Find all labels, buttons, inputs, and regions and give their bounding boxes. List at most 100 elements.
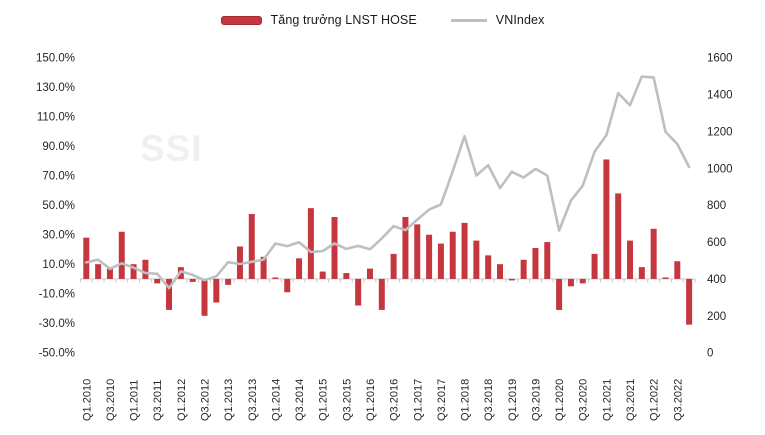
- left-axis-tick-label: -30.0%: [39, 318, 75, 330]
- bar-Q1.2015: [319, 271, 326, 279]
- bar-Q1.2017: [414, 224, 421, 279]
- chart-legend: Tăng trưởng LNST HOSE VNIndex: [0, 8, 765, 32]
- x-tick-label-Q1.2011: Q1.2011: [129, 380, 141, 421]
- x-tick-label-Q3.2018: Q3.2018: [483, 379, 495, 421]
- right-axis-tick-label: 800: [707, 200, 726, 212]
- left-axis-tick-label: -10.0%: [39, 289, 75, 301]
- x-tick-label-Q1.2018: Q1.2018: [460, 379, 472, 421]
- bar-Q1.2021: [603, 159, 610, 279]
- bar-Q4.2019: [544, 242, 551, 279]
- legend-label-vnindex: VNIndex: [495, 13, 545, 27]
- left-axis-tick-label: 150.0%: [36, 53, 75, 65]
- bar-Q4.2014: [307, 208, 314, 279]
- bar-Q4.2010: [118, 231, 125, 279]
- x-tick-label-Q3.2011: Q3.2011: [152, 380, 164, 421]
- right-axis-labels: 1600 1400 1200 1000 800 600 400 200 0: [707, 53, 733, 360]
- ssi-watermark: SSI: [140, 128, 203, 169]
- bar-Q3.2022: [674, 261, 681, 279]
- x-tick-label-Q3.2019: Q3.2019: [530, 379, 542, 421]
- left-axis-tick-label: 110.0%: [37, 112, 75, 124]
- bar-Q1.2022: [650, 228, 657, 279]
- bar-Q2.2017: [426, 234, 433, 279]
- left-axis-tick-label: 70.0%: [42, 171, 75, 183]
- bar-Q2.2014: [284, 278, 291, 293]
- bar-series-swatch: [220, 15, 262, 25]
- bar-Q4.2012: [213, 278, 220, 303]
- bar-Q4.2016: [402, 217, 409, 279]
- x-tick-label-Q1.2016: Q1.2016: [365, 379, 377, 421]
- bar-Q4.2017: [449, 231, 456, 279]
- left-axis-tick-label: 90.0%: [42, 141, 75, 153]
- bar-Q3.2017: [437, 243, 444, 279]
- legend-item-vnindex: VNIndex: [450, 13, 545, 27]
- x-tick-label-Q1.2021: Q1.2021: [601, 379, 613, 421]
- right-axis-tick-label: 600: [707, 237, 726, 249]
- bar-Q3.2014: [296, 258, 303, 279]
- x-tick-label-Q3.2016: Q3.2016: [389, 379, 401, 421]
- bar-Q4.2022: [686, 278, 693, 325]
- bar-Q3.2015: [343, 273, 350, 279]
- x-tick-label-Q1.2010: Q1.2010: [81, 379, 93, 421]
- bar-Q4.2020: [591, 253, 598, 279]
- lnst-growth-bars: [83, 159, 693, 325]
- x-tick-label-Q3.2017: Q3.2017: [436, 379, 448, 421]
- x-tick-label-Q3.2022: Q3.2022: [672, 379, 684, 421]
- x-tick-label-Q1.2013: Q1.2013: [223, 379, 235, 421]
- bar-Q3.2013: [248, 214, 255, 279]
- bar-Q4.2011: [166, 278, 173, 310]
- bar-Q1.2010: [83, 237, 90, 279]
- legend-label-lnst: Tăng trưởng LNST HOSE: [270, 13, 417, 27]
- x-axis-labels: Q1.2010 Q3.2010 Q1.2011 Q3.2011 Q1.2012 Q3.20…: [81, 379, 684, 421]
- x-tick-label-Q3.2012: Q3.2012: [200, 379, 212, 421]
- x-tick-label-Q1.2020: Q1.2020: [554, 379, 566, 421]
- right-axis-tick-label: 1600: [707, 53, 733, 65]
- x-tick-label-Q1.2015: Q1.2015: [318, 379, 330, 421]
- bar-Q3.2016: [390, 253, 397, 279]
- left-axis-tick-label: 10.0%: [42, 259, 75, 271]
- bar-Q4.2021: [638, 267, 645, 279]
- bar-Q3.2010: [106, 268, 113, 279]
- line-series-swatch: [450, 18, 487, 22]
- bar-Q1.2014: [272, 277, 279, 279]
- vnindex-line: [85, 75, 691, 290]
- bar-Q4.2013: [260, 256, 267, 279]
- right-axis-tick-label: 0: [707, 348, 713, 360]
- bar-Q1.2011: [130, 264, 137, 279]
- legend-item-lnst: Tăng trưởng LNST HOSE: [220, 13, 417, 27]
- bar-Q4.2015: [355, 278, 362, 306]
- right-axis-tick-label: 400: [707, 274, 726, 286]
- bar-Q2.2018: [473, 240, 480, 279]
- bar-Q2.2010: [95, 264, 102, 279]
- x-tick-label-Q3.2013: Q3.2013: [247, 379, 259, 421]
- x-tick-label-Q3.2015: Q3.2015: [341, 379, 353, 421]
- bar-Q3.2019: [532, 247, 539, 279]
- right-axis-tick-label: 1200: [707, 126, 733, 138]
- bar-Q1.2020: [556, 278, 563, 310]
- x-tick-label-Q3.2014: Q3.2014: [294, 379, 306, 421]
- x-tick-label-Q1.2022: Q1.2022: [649, 379, 661, 421]
- left-axis-tick-label: 130.0%: [36, 82, 75, 94]
- bar-Q2.2021: [615, 193, 622, 279]
- x-tick-label-Q3.2010: Q3.2010: [105, 379, 117, 421]
- bar-Q3.2012: [201, 278, 208, 316]
- bar-Q2.2022: [662, 277, 669, 279]
- bar-Q2.2015: [331, 217, 338, 279]
- bar-Q1.2016: [366, 268, 373, 279]
- bar-Q3.2018: [485, 255, 492, 279]
- right-axis-tick-label: 200: [707, 311, 726, 323]
- bar-Q1.2018: [461, 222, 468, 279]
- left-axis-tick-label: -50.0%: [39, 348, 75, 360]
- x-tick-label-Q1.2019: Q1.2019: [507, 379, 519, 421]
- bar-Q2.2012: [189, 278, 196, 282]
- bar-Q3.2021: [627, 240, 634, 279]
- x-tick-label-Q1.2012: Q1.2012: [176, 379, 188, 421]
- x-tick-label-Q1.2017: Q1.2017: [412, 379, 424, 421]
- x-tick-label-Q3.2020: Q3.2020: [578, 379, 590, 421]
- left-axis-tick-label: 50.0%: [42, 200, 75, 212]
- right-axis-tick-label: 1400: [707, 90, 733, 102]
- bar-Q2.2011: [142, 259, 149, 279]
- x-tick-label-Q1.2014: Q1.2014: [270, 379, 282, 421]
- bar-Q2.2016: [378, 278, 385, 310]
